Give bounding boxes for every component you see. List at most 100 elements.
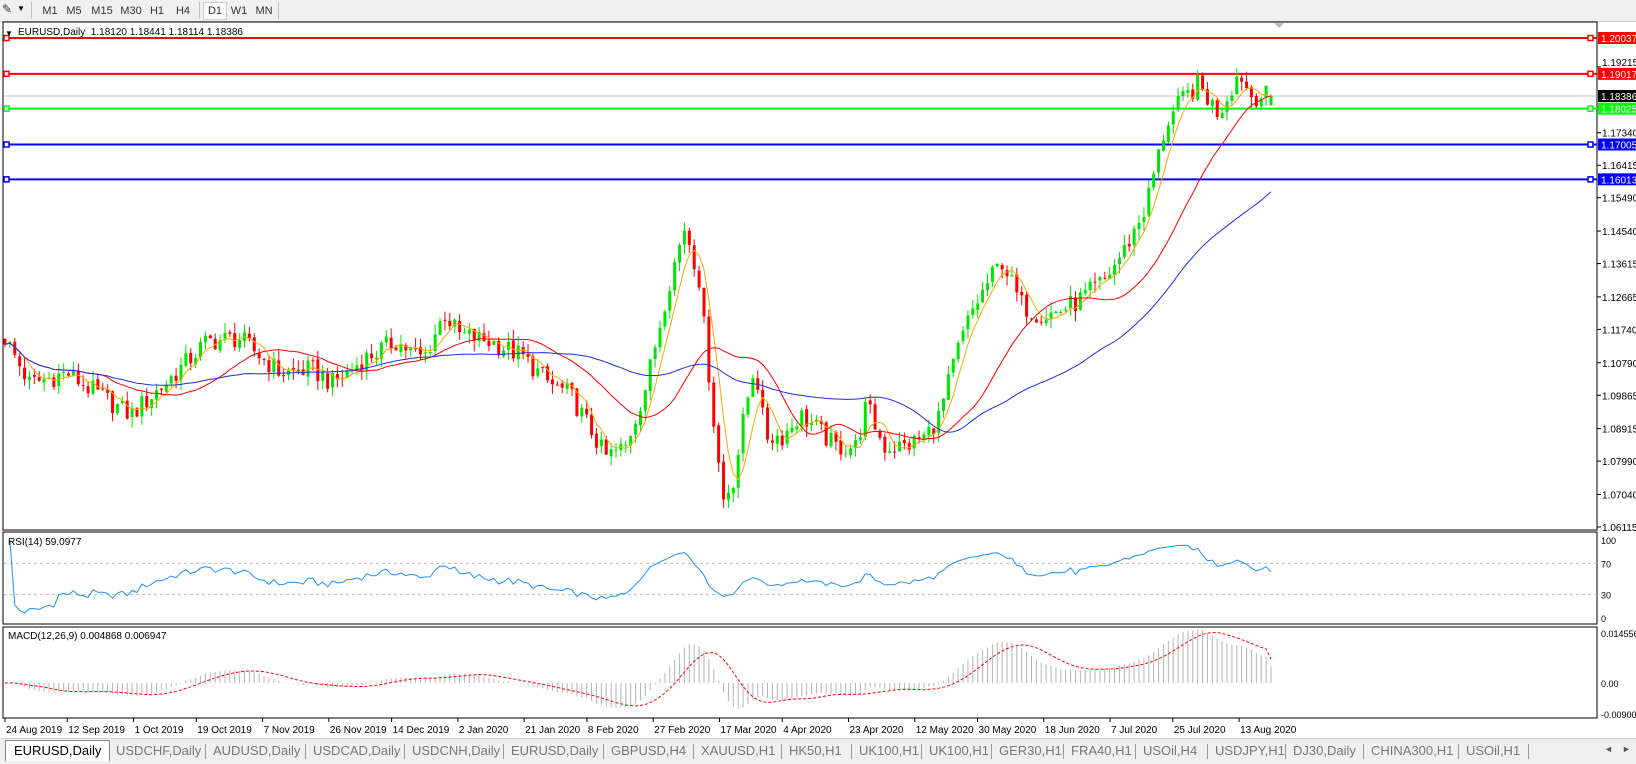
candle-body[interactable] (1152, 173, 1156, 188)
chart-tab[interactable]: GER30,H1 (999, 743, 1062, 758)
level-line-handle[interactable] (3, 105, 10, 112)
candle-body[interactable] (1015, 274, 1019, 293)
candle-body[interactable] (1220, 112, 1224, 118)
candle-body[interactable] (37, 377, 41, 381)
candle-body[interactable] (189, 352, 193, 364)
candle-body[interactable] (1132, 228, 1136, 246)
chart-tab[interactable]: UK100,H1 (859, 743, 919, 758)
candle-body[interactable] (18, 356, 22, 367)
candle-body[interactable] (179, 364, 183, 381)
candle-body[interactable] (1108, 274, 1112, 279)
candle-body[interactable] (330, 372, 334, 388)
candle-body[interactable] (785, 430, 789, 444)
candle-body[interactable] (1166, 125, 1170, 143)
candle-body[interactable] (966, 315, 970, 330)
candle-body[interactable] (1161, 140, 1165, 151)
candle-body[interactable] (741, 413, 745, 454)
candle-body[interactable] (27, 376, 31, 381)
candle-body[interactable] (497, 340, 501, 356)
candle-body[interactable] (1137, 222, 1141, 230)
candle-body[interactable] (1157, 149, 1161, 173)
candle-body[interactable] (629, 436, 633, 446)
candle-body[interactable] (370, 353, 374, 359)
candle-body[interactable] (922, 434, 926, 440)
candle-body[interactable] (643, 390, 647, 411)
candle-body[interactable] (1064, 309, 1068, 311)
candle-body[interactable] (985, 283, 989, 291)
candle-body[interactable] (130, 408, 134, 417)
level-line-handle[interactable] (3, 176, 10, 183)
candle-body[interactable] (770, 440, 774, 443)
candle-body[interactable] (990, 267, 994, 282)
candle-body[interactable] (1240, 77, 1244, 82)
candle-body[interactable] (365, 352, 369, 371)
candle-body[interactable] (663, 311, 667, 327)
candle-body[interactable] (805, 409, 809, 427)
candle-body[interactable] (946, 374, 950, 400)
candle-body[interactable] (668, 291, 672, 311)
chart-tab[interactable]: EURUSD,Daily (5, 740, 111, 761)
candle-body[interactable] (731, 488, 735, 494)
candle-body[interactable] (184, 353, 188, 366)
candle-body[interactable] (487, 340, 491, 347)
level-line-handle[interactable] (1587, 34, 1594, 42)
candle-body[interactable] (125, 400, 129, 419)
candle-body[interactable] (956, 342, 960, 360)
timeframe-m1-button[interactable]: M1 (42, 5, 58, 17)
candle-body[interactable] (1078, 292, 1082, 310)
candle-body[interactable] (790, 427, 794, 432)
candle-body[interactable] (854, 440, 858, 448)
candle-body[interactable] (174, 375, 178, 381)
candle-body[interactable] (1264, 85, 1268, 98)
candle-body[interactable] (1147, 187, 1151, 216)
candle-body[interactable] (712, 382, 716, 427)
candle-body[interactable] (86, 386, 90, 394)
candle-body[interactable] (472, 328, 476, 341)
candle-body[interactable] (717, 425, 721, 463)
candle-body[interactable] (800, 410, 804, 426)
candle-body[interactable] (374, 357, 378, 360)
chart-tab[interactable]: UK100,H1 (929, 743, 989, 758)
candle-body[interactable] (384, 336, 388, 343)
candle-body[interactable] (839, 440, 843, 455)
chart-tab[interactable]: GBPUSD,H4 (611, 743, 687, 758)
candle-body[interactable] (394, 347, 398, 351)
candle-body[interactable] (1093, 281, 1097, 283)
candle-body[interactable] (1044, 318, 1048, 324)
candle-body[interactable] (311, 360, 315, 362)
chevron-down-icon[interactable]: ▼ (17, 4, 25, 13)
chart-tab[interactable]: CHINA300,H1 (1371, 743, 1454, 758)
candle-body[interactable] (120, 400, 124, 403)
candle-body[interactable] (878, 430, 882, 438)
candle-body[interactable] (233, 333, 237, 347)
candle-body[interactable] (287, 369, 291, 375)
candle-body[interactable] (1025, 294, 1029, 317)
candle-body[interactable] (164, 384, 168, 392)
candle-body[interactable] (296, 369, 300, 371)
chart-tab[interactable]: EURUSD,Daily (511, 743, 599, 758)
candle-body[interactable] (560, 383, 564, 388)
candle-body[interactable] (1122, 245, 1126, 257)
candle-body[interactable] (834, 432, 838, 442)
candle-body[interactable] (687, 230, 691, 245)
chart-tab[interactable]: USOil,H1 (1466, 743, 1521, 758)
candle-body[interactable] (277, 360, 281, 376)
candle-body[interactable] (345, 370, 349, 378)
candle-body[interactable] (912, 435, 916, 449)
candle-body[interactable] (199, 342, 203, 357)
candle-body[interactable] (1245, 81, 1249, 88)
candle-body[interactable] (550, 379, 554, 385)
candle-body[interactable] (893, 451, 897, 453)
timeframe-h1-button[interactable]: H1 (149, 5, 165, 17)
candle-body[interactable] (726, 492, 730, 500)
candle-body[interactable] (873, 404, 877, 430)
candle-body[interactable] (795, 426, 799, 430)
candle-body[interactable] (458, 321, 462, 333)
candle-body[interactable] (379, 342, 383, 359)
candle-body[interactable] (32, 375, 36, 377)
candle-body[interactable] (1210, 99, 1214, 107)
candle-body[interactable] (399, 344, 403, 353)
candle-body[interactable] (1249, 87, 1253, 98)
candle-body[interactable] (844, 453, 848, 455)
candle-body[interactable] (722, 461, 726, 500)
